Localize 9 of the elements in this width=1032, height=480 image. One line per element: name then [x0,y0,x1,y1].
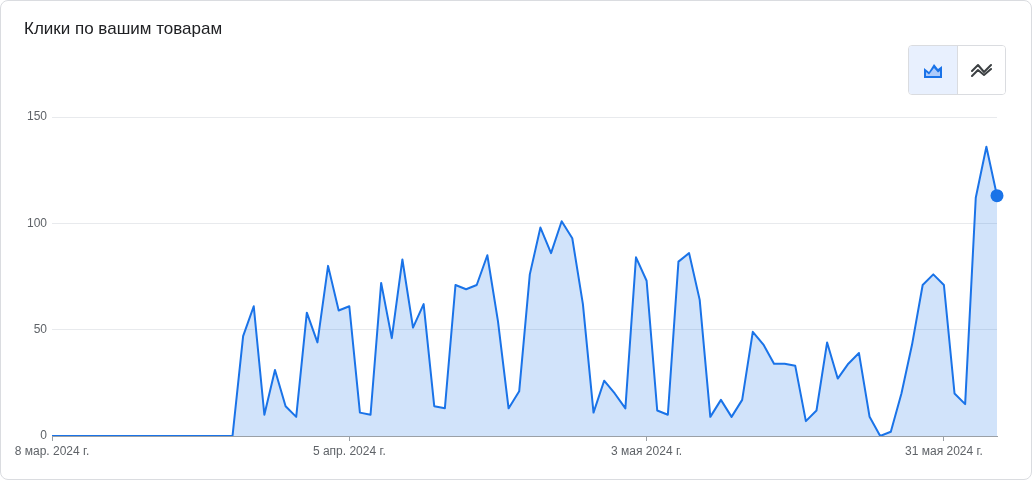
x-tick-label: 31 мая 2024 г. [905,443,983,458]
x-tick-label: 3 мая 2024 г. [611,443,683,458]
y-tick-label: 150 [26,109,48,124]
x-tick-label: 8 мар. 2024 г. [14,443,90,458]
y-tick-label: 0 [40,428,48,443]
y-tick-label: 100 [26,215,48,230]
x-tick-label: 5 апр. 2024 г. [312,443,386,458]
chart-title: Клики по вашим товарам [24,19,223,39]
y-tick-label: 50 [33,321,48,336]
